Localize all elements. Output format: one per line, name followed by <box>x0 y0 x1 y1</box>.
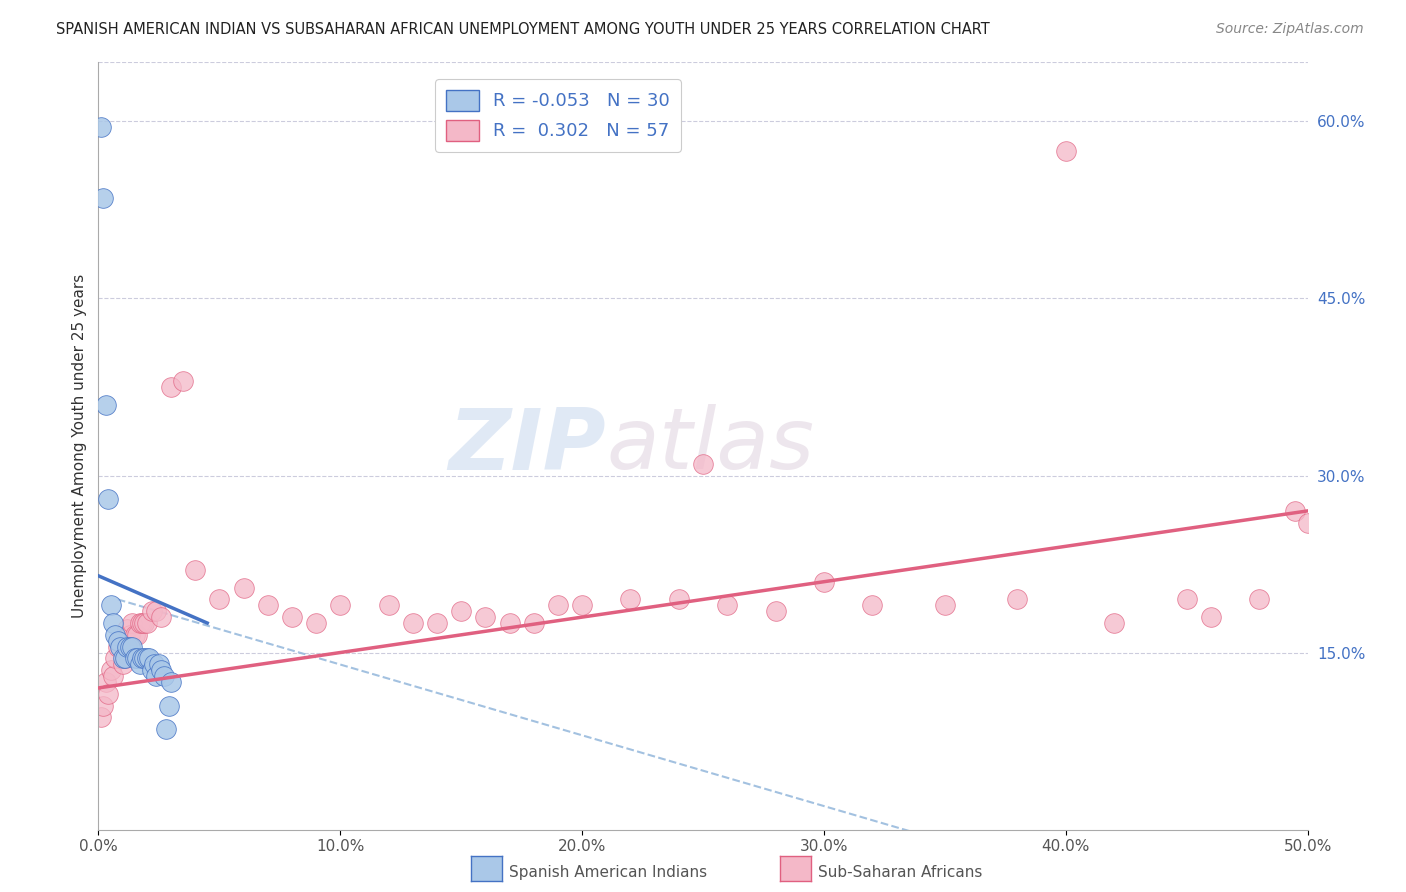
Point <box>208 592 231 607</box>
Point <box>143 657 166 672</box>
Point <box>184 563 207 577</box>
Point <box>172 374 194 388</box>
Point <box>104 651 127 665</box>
Point <box>134 651 156 665</box>
Point <box>111 657 134 672</box>
Point <box>111 651 134 665</box>
Point <box>101 669 124 683</box>
Point <box>1199 610 1222 624</box>
Point <box>100 599 122 613</box>
Point <box>91 191 114 205</box>
Point <box>1284 504 1306 518</box>
Text: Sub-Saharan Africans: Sub-Saharan Africans <box>818 865 983 880</box>
Point <box>127 651 149 665</box>
Point <box>97 687 120 701</box>
Point <box>305 615 328 630</box>
Point <box>117 622 139 636</box>
Point <box>121 615 143 630</box>
Point <box>124 628 146 642</box>
Point <box>692 457 714 471</box>
Legend: R = -0.053   N = 30, R =  0.302   N = 57: R = -0.053 N = 30, R = 0.302 N = 57 <box>436 79 681 152</box>
Text: Source: ZipAtlas.com: Source: ZipAtlas.com <box>1216 22 1364 37</box>
Point <box>107 640 129 654</box>
Point <box>860 599 883 613</box>
Point <box>1296 516 1319 530</box>
Point <box>121 640 143 654</box>
Text: Spanish American Indians: Spanish American Indians <box>509 865 707 880</box>
Point <box>547 599 569 613</box>
Point <box>127 628 149 642</box>
Point <box>134 615 156 630</box>
Point <box>128 615 150 630</box>
Point <box>1007 592 1029 607</box>
Point <box>135 615 157 630</box>
Point <box>108 640 131 654</box>
Point <box>155 723 177 737</box>
Point <box>141 663 163 677</box>
Point <box>716 599 738 613</box>
Text: atlas: atlas <box>606 404 814 488</box>
Point <box>94 675 117 690</box>
Point <box>152 669 174 683</box>
Point <box>148 657 170 672</box>
Point <box>141 604 163 618</box>
Point <box>934 599 956 613</box>
Point <box>131 651 153 665</box>
Y-axis label: Unemployment Among Youth under 25 years: Unemployment Among Youth under 25 years <box>72 274 87 618</box>
Point <box>1054 144 1077 158</box>
Point <box>377 599 399 613</box>
Point <box>107 633 129 648</box>
Point <box>90 120 112 135</box>
Point <box>145 669 167 683</box>
Point <box>118 628 141 642</box>
Point <box>108 633 131 648</box>
Point <box>157 698 180 713</box>
Point <box>523 615 546 630</box>
Point <box>97 492 120 507</box>
Text: ZIP: ZIP <box>449 404 606 488</box>
Point <box>450 604 472 618</box>
Point <box>150 610 173 624</box>
Point <box>100 663 122 677</box>
Point <box>114 651 136 665</box>
Point <box>281 610 304 624</box>
Point <box>128 657 150 672</box>
Point <box>104 628 127 642</box>
Point <box>1102 615 1125 630</box>
Point <box>813 574 835 589</box>
Point <box>90 710 112 724</box>
Point <box>571 599 593 613</box>
Point <box>765 604 787 618</box>
Point <box>329 599 352 613</box>
Point <box>1175 592 1198 607</box>
Point <box>117 640 139 654</box>
Point <box>160 380 183 394</box>
Point <box>426 615 449 630</box>
Point <box>256 599 278 613</box>
Point <box>138 651 160 665</box>
Point <box>91 698 114 713</box>
Point <box>232 581 254 595</box>
Point <box>114 651 136 665</box>
Point <box>131 615 153 630</box>
Point <box>474 610 496 624</box>
Point <box>118 640 141 654</box>
Point <box>668 592 690 607</box>
Point <box>150 663 173 677</box>
Point <box>94 398 117 412</box>
Point <box>1249 592 1271 607</box>
Point <box>498 615 520 630</box>
Point <box>402 615 425 630</box>
Point <box>160 675 183 690</box>
Point <box>145 604 167 618</box>
Point <box>101 615 124 630</box>
Text: SPANISH AMERICAN INDIAN VS SUBSAHARAN AFRICAN UNEMPLOYMENT AMONG YOUTH UNDER 25 : SPANISH AMERICAN INDIAN VS SUBSAHARAN AF… <box>56 22 990 37</box>
Point <box>619 592 641 607</box>
Point <box>135 651 157 665</box>
Point <box>124 651 146 665</box>
